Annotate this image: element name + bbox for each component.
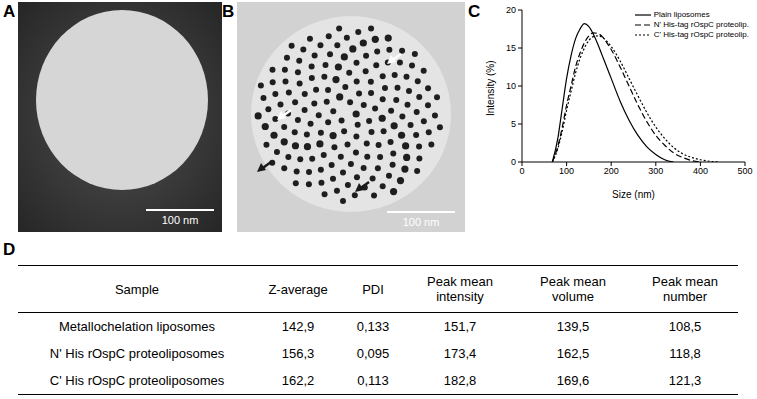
svg-text:10: 10	[506, 81, 516, 91]
svg-text:500: 500	[737, 166, 752, 176]
html-text:A: A	[3, 2, 16, 21]
svg-text:300: 300	[648, 166, 663, 176]
html-text:PDI: PDI	[362, 281, 384, 297]
html-text:139,5: 139,5	[556, 319, 590, 334]
html-text:162,5: 162,5	[556, 346, 590, 361]
html-text:Peak mean intensity: Peak mean intensity	[427, 274, 493, 304]
html-text:B: B	[222, 2, 235, 21]
html-text:151,7: 151,7	[443, 319, 477, 334]
html-text:169,6: 169,6	[556, 373, 590, 388]
svg-text:100: 100	[559, 166, 574, 176]
html-text:Peak mean volume: Peak mean volume	[540, 274, 606, 304]
html-text:156,3: 156,3	[281, 346, 315, 361]
html-text:N' His-tag rOspC proteolip.: N' His-tag rOspC proteolip.	[653, 20, 749, 29]
html-text:C' His rOspC proteoliposomes: C' His rOspC proteoliposomes	[49, 373, 225, 388]
html-text:118,8: 118,8	[669, 346, 701, 361]
html-text:Metallochelation liposomes: Metallochelation liposomes	[59, 319, 215, 334]
html-text:162,2: 162,2	[281, 373, 315, 388]
html-text:Sample: Sample	[115, 281, 159, 297]
html-text:0,133: 0,133	[356, 319, 390, 334]
html-text:0,095: 0,095	[356, 346, 390, 361]
svg-text:0: 0	[511, 157, 516, 167]
html-text:D: D	[3, 240, 16, 259]
svg-text:200: 200	[604, 166, 619, 176]
html-text:Z-average: Z-average	[268, 281, 328, 297]
html-text:N' His rOspC proteoliposomes: N' His rOspC proteoliposomes	[49, 346, 225, 361]
svg-text:100 nm: 100 nm	[162, 214, 199, 226]
html-text:C: C	[468, 2, 481, 21]
html-text:173,4: 173,4	[443, 346, 477, 361]
svg-text:5: 5	[511, 119, 516, 129]
svg-text:Intensity (%): Intensity (%)	[485, 60, 496, 116]
svg-text:Size (nm): Size (nm)	[612, 189, 655, 200]
html-text:108,5: 108,5	[668, 319, 702, 334]
html-text:Peak mean number: Peak mean number	[652, 274, 718, 304]
html-text:Plain liposomes: Plain liposomes	[653, 10, 710, 19]
html-text:C' His-tag rOspC proteolip.: C' His-tag rOspC proteolip.	[653, 30, 749, 39]
html-text:0,113: 0,113	[357, 373, 389, 388]
html-text:182,8: 182,8	[443, 373, 477, 388]
svg-text:20: 20	[506, 5, 516, 15]
html-text:121,3: 121,3	[668, 373, 702, 388]
svg-text:400: 400	[693, 166, 708, 176]
html-text:142,9: 142,9	[281, 319, 315, 334]
svg-text:15: 15	[506, 43, 516, 53]
svg-text:100 nm: 100 nm	[403, 216, 440, 228]
svg-text:0: 0	[519, 166, 524, 176]
